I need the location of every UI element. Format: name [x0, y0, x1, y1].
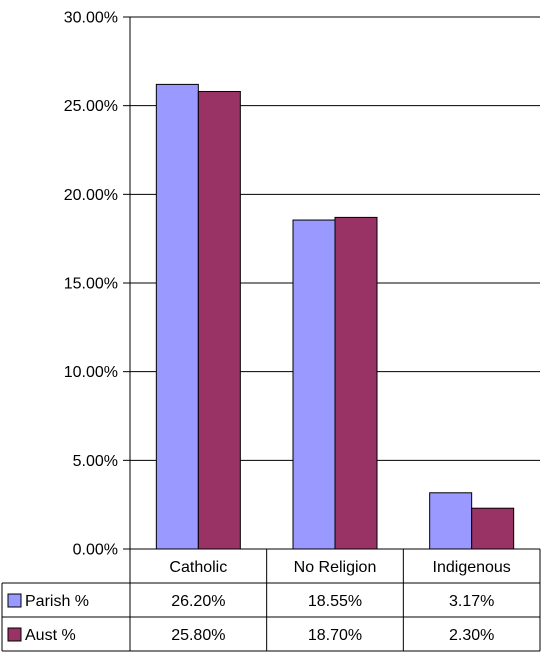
category-label: Catholic — [169, 559, 227, 576]
data-table-value: 25.80% — [171, 627, 225, 644]
bar-parish-no-religion — [292, 219, 336, 550]
bar-parish-catholic — [155, 83, 199, 550]
y-tick-labels: 0.00% 5.00% 10.00% 15.00% 20.00% 25.00% 30.00% — [64, 10, 118, 559]
category-label: No Religion — [294, 559, 377, 576]
legend-key — [7, 593, 22, 608]
bars — [155, 83, 515, 550]
y-tick-label: 20.00% — [64, 187, 118, 204]
legend-label: Parish % — [25, 593, 89, 610]
y-tick-label: 25.00% — [64, 98, 118, 115]
data-table-value: 2.30% — [449, 627, 494, 644]
category-label: Indigenous — [433, 559, 511, 576]
axes — [123, 16, 131, 550]
y-tick-label: 30.00% — [64, 10, 118, 27]
bar-aust-catholic — [197, 90, 241, 550]
bar-aust-indigenous — [471, 507, 515, 550]
y-tick-label: 15.00% — [64, 276, 118, 293]
y-tick-label: 5.00% — [73, 453, 118, 470]
legend-key — [7, 627, 22, 642]
data-table-value: 26.20% — [171, 593, 225, 610]
bar-aust-no-religion — [334, 216, 378, 550]
legend-label: Aust % — [25, 627, 76, 644]
data-table-value: 18.55% — [308, 593, 362, 610]
data-table-value: 18.70% — [308, 627, 362, 644]
data-table-value: 3.17% — [449, 593, 494, 610]
y-tick-label: 0.00% — [73, 542, 118, 559]
data-table: Catholic No Religion Indigenous Parish % 26.… — [1, 548, 541, 652]
bar-parish-indigenous — [429, 492, 473, 550]
y-tick-label: 10.00% — [64, 364, 118, 381]
